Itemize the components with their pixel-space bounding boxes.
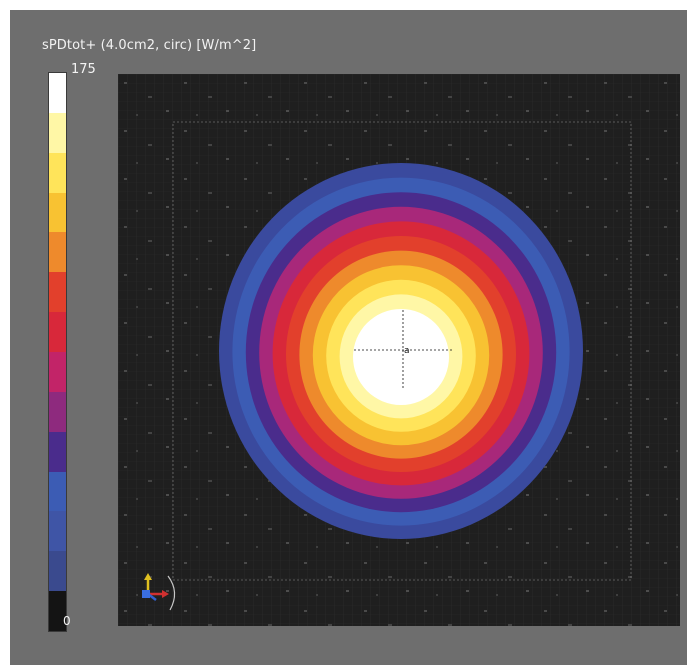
color-scale-band (49, 192, 66, 233)
field-plot[interactable]: a (118, 74, 680, 626)
field-plot-canvas[interactable]: a (118, 74, 680, 626)
color-scale-band (49, 551, 66, 592)
color-scale-band (49, 112, 66, 153)
color-scale-band (49, 312, 66, 353)
xyz-axes-gizmo-icon[interactable] (136, 570, 182, 622)
color-scale-band (49, 511, 66, 552)
peak-marker-label: a (404, 346, 410, 356)
color-scale-band (49, 391, 66, 432)
peak-crosshair (354, 310, 454, 390)
color-scale-min-label: 0 (63, 614, 71, 628)
color-scale-bar (48, 72, 67, 632)
color-scale-band (49, 431, 66, 472)
contour-level-ring (353, 309, 449, 405)
color-scale-band (49, 272, 66, 313)
measurement-area-outline (172, 121, 632, 581)
color-scale-band (49, 352, 66, 392)
color-scale-max-label: 175 (71, 62, 96, 77)
viewer-panel: sPDtot+ (4.0cm2, circ) [W/m^2] 175 0 (10, 10, 687, 665)
color-scale-band (49, 471, 66, 512)
color-scale-band (49, 591, 66, 632)
color-scale-band (49, 232, 66, 273)
color-scale-band (49, 73, 66, 113)
color-scale-band (49, 152, 66, 193)
power-density-contours (219, 163, 583, 539)
quantity-title: sPDtot+ (4.0cm2, circ) [W/m^2] (42, 38, 257, 53)
